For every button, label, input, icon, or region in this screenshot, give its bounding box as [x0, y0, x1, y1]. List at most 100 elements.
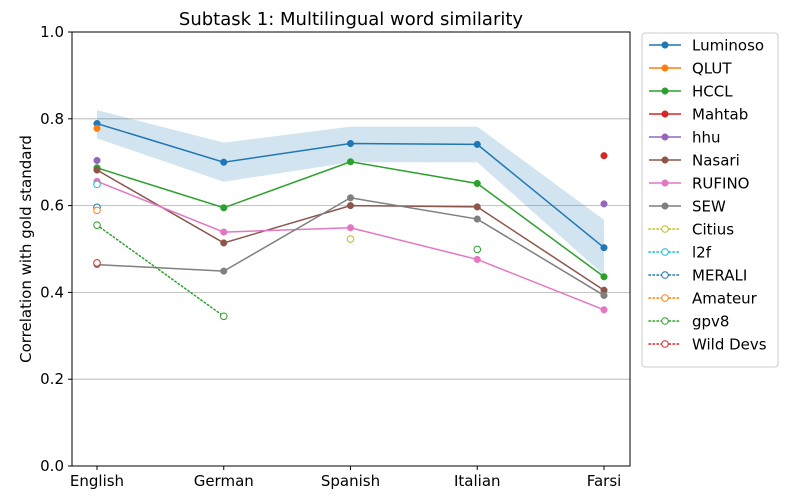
data-point-hccl — [346, 158, 355, 166]
legend-swatch-marker — [661, 179, 669, 187]
legend-label: gpv8 — [692, 313, 729, 331]
series-qlut — [93, 124, 101, 132]
legend-frame — [641, 32, 779, 368]
series-l2f — [93, 180, 101, 189]
legend-label: Wild Devs — [692, 336, 767, 354]
legend-swatch-marker — [661, 156, 669, 164]
data-point-nasari — [220, 239, 228, 247]
y-axis: 0.0 0.2 0.4 0.6 0.8 1.0 — [40, 23, 72, 475]
series-line-gpv8 — [96, 224, 225, 318]
legend-label: Amateur — [692, 290, 758, 308]
y-tick-label: 1.0 — [40, 23, 64, 41]
series-hccl — [93, 158, 608, 281]
legend-item-rufino: RUFINO — [649, 175, 749, 193]
legend-item-nasari: Nasari — [649, 152, 740, 170]
legend-label: MERALI — [692, 267, 747, 285]
legend-swatch-marker — [661, 317, 669, 325]
x-tick-label-spanish: Spanish — [321, 472, 380, 490]
series-gpv8 — [93, 221, 482, 321]
x-tick-label-italian: Italian — [454, 472, 501, 490]
data-point-rufino — [346, 224, 355, 232]
data-point-gpv8 — [473, 245, 482, 254]
series-rufino — [93, 177, 608, 314]
legend-label: HCCL — [692, 83, 733, 101]
series-luminoso — [93, 120, 608, 252]
series-nasari — [93, 166, 608, 294]
legend-item-gpv8: gpv8 — [648, 313, 729, 331]
legend-item-hccl: HCCL — [649, 83, 733, 101]
series-hhu — [93, 156, 608, 208]
data-point-hccl — [600, 273, 608, 281]
legend-label: Citius — [692, 221, 734, 239]
legend: Luminoso QLUT HCCL Mahtab hhu Nasari RUFINO SEW… — [641, 32, 779, 368]
series-mahtab — [600, 152, 608, 160]
data-point-amateur — [93, 206, 101, 215]
legend-label: hhu — [692, 129, 721, 147]
luminoso-confidence-band — [97, 110, 604, 276]
data-point-rufino — [220, 228, 228, 236]
legend-item-hhu: hhu — [649, 129, 721, 147]
data-point-mahtab — [600, 152, 608, 160]
legend-item-l2f: l2f — [648, 244, 712, 262]
data-point-citius — [346, 235, 355, 243]
data-point-nasari — [473, 203, 481, 211]
legend-label: RUFINO — [692, 175, 749, 193]
legend-item-qlut: QLUT — [649, 60, 732, 78]
data-point-sew — [600, 291, 608, 299]
confidence-band-area — [97, 110, 604, 276]
data-point-rufino — [473, 255, 481, 263]
y-axis-title: Correlation with gold standard — [17, 135, 35, 363]
x-tick-label-german: German — [194, 472, 254, 490]
legend-label: Mahtab — [692, 106, 748, 124]
legend-item-sew: SEW — [649, 198, 726, 216]
gridlines — [72, 31, 630, 467]
series-layer — [93, 120, 608, 321]
legend-item-mahtab: Mahtab — [649, 106, 748, 124]
y-tick-label: 0.0 — [40, 457, 64, 475]
legend-swatch-marker — [661, 133, 669, 141]
legend-item-citius: Citius — [648, 221, 734, 239]
y-tick-label: 0.4 — [40, 283, 64, 301]
data-point-hhu — [600, 200, 608, 208]
data-point-luminoso — [220, 158, 228, 166]
y-tick-label: 0.2 — [40, 370, 64, 388]
legend-label: SEW — [692, 198, 726, 216]
plot-frame — [71, 31, 631, 467]
legend-item-amateur: Amateur — [648, 290, 758, 308]
legend-item-luminoso: Luminoso — [649, 37, 764, 55]
data-point-sew — [473, 215, 481, 223]
legend-item-merali: MERALI — [648, 267, 747, 285]
data-point-sew — [346, 194, 355, 202]
data-point-nasari — [93, 166, 101, 174]
series-amateur — [93, 206, 101, 215]
series-wild-devs — [93, 259, 101, 267]
legend-swatch-marker — [661, 64, 669, 72]
legend-item-wild-devs: Wild Devs — [648, 336, 767, 354]
series-citius — [346, 235, 355, 243]
data-point-wild-devs — [93, 259, 101, 267]
x-tick-label-english: English — [70, 472, 124, 490]
data-point-gpv8 — [219, 312, 228, 321]
data-point-rufino — [600, 306, 608, 314]
data-point-sew — [220, 267, 228, 275]
x-axis: English German Spanish Italian Farsi — [70, 466, 621, 490]
data-point-qlut — [93, 124, 101, 132]
data-point-nasari — [346, 202, 355, 210]
chart-title: Subtask 1: Multilingual word similarity — [179, 9, 523, 30]
data-point-luminoso — [473, 140, 481, 148]
legend-label: QLUT — [692, 60, 732, 78]
legend-swatch-marker — [661, 271, 669, 279]
legend-swatch-marker — [661, 225, 669, 233]
data-point-luminoso — [346, 139, 355, 148]
legend-label: l2f — [692, 244, 712, 262]
data-point-gpv8 — [93, 221, 101, 229]
data-point-l2f — [93, 180, 101, 189]
data-point-hhu — [93, 156, 101, 165]
x-tick-label-farsi: Farsi — [587, 472, 622, 490]
data-point-luminoso — [600, 244, 608, 252]
legend-label: Nasari — [692, 152, 740, 170]
legend-label: Luminoso — [692, 37, 764, 55]
y-tick-label: 0.6 — [40, 197, 64, 215]
data-point-hccl — [220, 204, 228, 212]
